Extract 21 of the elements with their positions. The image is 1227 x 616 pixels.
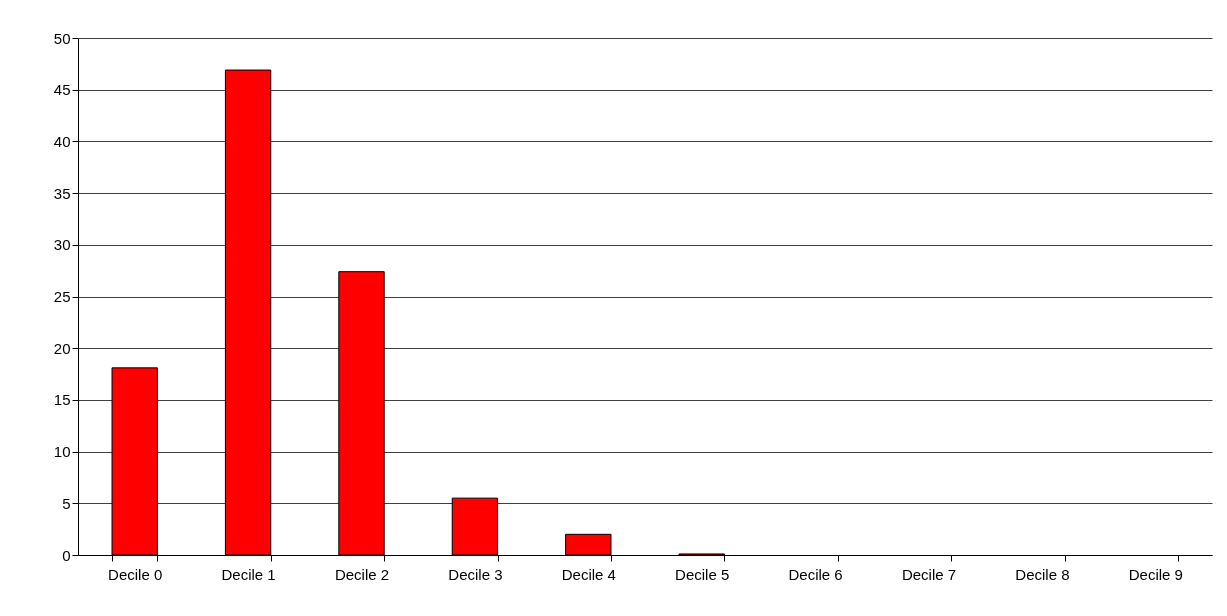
y-tick-label: 30 <box>53 236 71 254</box>
x-tick-label: Decile 7 <box>901 565 957 583</box>
x-tick-label: Decile 1 <box>221 565 276 583</box>
y-tick-label: 15 <box>53 391 71 409</box>
x-tick-label: Decile 9 <box>1128 565 1183 583</box>
x-tick-label: Decile 6 <box>788 565 843 583</box>
y-tick-label: 45 <box>53 81 71 99</box>
y-tick-label: 10 <box>53 443 71 461</box>
y-tick-label: 50 <box>53 29 71 47</box>
x-tick-label: Decile 0 <box>108 565 163 583</box>
x-tick-label: Decile 5 <box>675 565 730 583</box>
x-tick-label: Decile 4 <box>561 565 616 583</box>
y-tick-label: 40 <box>53 132 71 150</box>
y-tick-label: 0 <box>62 546 71 564</box>
y-tick-label: 5 <box>62 494 71 512</box>
y-tick-label: 20 <box>53 339 71 357</box>
y-tick-label: 35 <box>53 184 71 202</box>
y-tick-label: 25 <box>53 288 71 305</box>
x-tick-label: Decile 8 <box>1015 565 1070 583</box>
x-tick-label: Decile 2 <box>334 565 390 583</box>
x-tick-label: Decile 3 <box>448 565 503 583</box>
